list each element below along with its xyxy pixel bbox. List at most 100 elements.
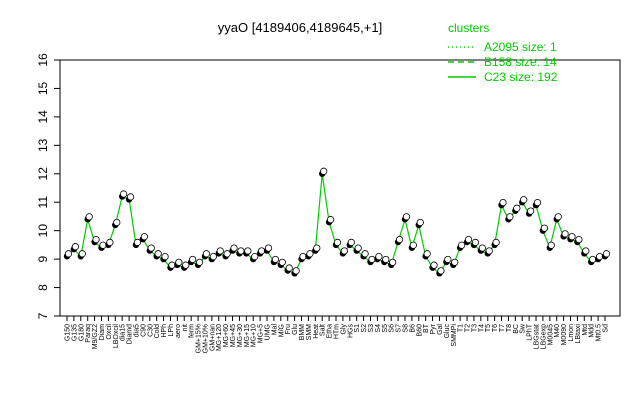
x-tick-label: Paraq [85,324,92,343]
x-tick-label: T1 [458,324,465,332]
x-tick-label: M0045 [547,324,554,346]
x-tick-label: HPh [161,324,168,338]
x-tick-label: S3 [368,324,375,333]
data-point-marker [354,244,362,252]
x-tick-label: LBGexp [540,324,547,349]
data-point-marker [230,244,238,252]
data-point-marker [561,230,569,238]
data-point-marker [140,233,148,241]
data-point-marker [409,241,417,249]
data-point-marker [423,250,431,258]
x-tick-label: Gly [340,324,347,335]
plot-frame [59,59,621,317]
x-tick-label: M/G [278,324,285,337]
data-point-marker [602,250,611,258]
data-point-marker [471,238,480,246]
data-point-marker [120,190,128,198]
y-tick-label: 9 [36,255,50,262]
x-tick-label: Cold [154,324,161,339]
data-point-marker [513,204,521,212]
y-tick-label: 12 [36,167,50,181]
data-point-marker [347,238,355,246]
data-point-marker [402,213,411,221]
legend-title: clusters [448,21,489,35]
x-tick-label: dia15 [120,324,127,341]
y-tick-label: 14 [36,110,50,124]
data-point-marker [540,224,549,232]
data-point-marker [382,255,390,264]
x-tick-label: T2 [465,324,472,332]
data-point-marker [133,238,142,246]
x-tick-label: S1 [354,324,361,333]
x-tick-label: MG+120 [216,324,223,351]
data-point-marker [506,213,514,221]
x-tick-label: dia5 [133,324,140,337]
x-tick-label: T6 [492,324,499,332]
data-point-marker [437,267,445,275]
x-tick-label: Oxcil [106,324,113,340]
data-point-marker [182,261,190,269]
x-tick-label: LPhT [527,323,534,340]
data-point-marker [554,213,562,221]
data-point-marker [458,241,466,249]
data-point-marker [451,258,459,266]
x-tick-label: MG+15 [244,324,251,347]
data-point-marker [395,235,404,244]
data-point-marker [92,235,100,244]
x-tick-label: UMG [265,324,272,340]
x-tick-label: Diam [99,324,106,341]
x-tick-label: Mt0.5 [596,324,603,342]
data-point-marker [533,198,542,207]
legend-label: B158 size: 14 [484,55,557,69]
legend-label: A2095 size: 1 [484,40,557,54]
data-point-marker [492,238,500,246]
data-point-marker [195,258,204,266]
x-tick-label: Glu [292,324,299,335]
data-point-marker [278,258,286,266]
x-tick-label: ferm [189,324,196,338]
data-point-marker [126,193,135,201]
data-point-marker [64,250,73,258]
data-point-marker [361,250,369,258]
x-tick-label: LBtaxi [575,324,582,344]
x-tick-label: Diamd [127,324,134,344]
data-point-marker [527,207,535,215]
x-tick-label: MG+45 [230,324,237,347]
series-layer [66,173,606,275]
x-tick-label: BC [513,324,520,334]
x-tick-label: S7 [396,324,403,333]
x-tick-label: GM+nan [209,324,216,351]
data-point-marker [575,235,583,244]
x-tick-label: Mtd [582,324,589,336]
x-tick-label: BT [423,323,430,333]
data-point-marker [416,218,424,227]
y-tick-label: 10 [36,224,50,238]
data-point-marker [189,255,197,264]
x-tick-label: S8 [402,324,409,333]
x-tick-label: MG+10 [251,324,258,347]
plot-border [59,59,621,317]
series-line [66,173,606,275]
y-tick-label: 7 [36,312,50,319]
data-point-marker [216,247,224,255]
data-point-marker [389,258,397,266]
x-tick-label: Sw [520,323,527,334]
data-point-marker [271,255,280,264]
points-layer [63,167,611,277]
x-tick-label: LBOxcil [113,324,120,349]
x-tick-label: MG+30 [237,324,244,347]
data-point-marker [161,253,169,261]
x-tick-label: M0090 [561,324,568,346]
data-point-marker [106,238,114,246]
data-point-marker [327,216,335,224]
x-tick-label: Salt [320,324,327,336]
data-point-marker [244,247,252,255]
data-point-marker [292,267,300,275]
data-point-marker [478,244,486,252]
data-point-marker [520,196,528,204]
x-tick-label: S5 [382,324,389,333]
x-tick-label: Pyr [430,323,437,334]
data-point-marker [340,247,348,255]
